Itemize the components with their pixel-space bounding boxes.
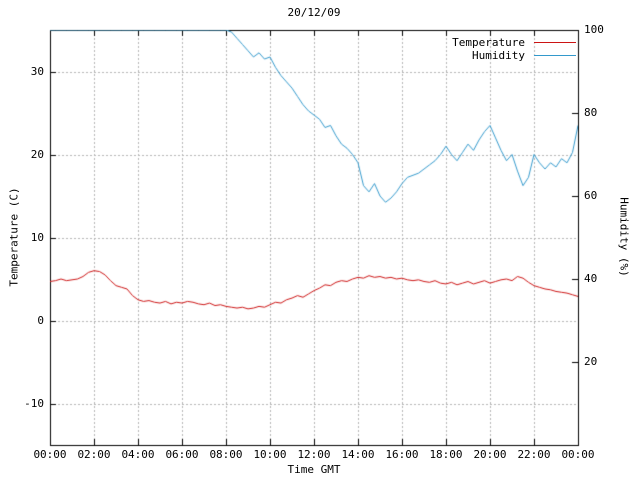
legend-label: Temperature <box>452 36 525 49</box>
legend: Temperature Humidity <box>452 36 576 62</box>
legend-line-swatch <box>534 55 576 56</box>
legend-item: Temperature <box>452 36 576 49</box>
x-tick-label: 22:00 <box>517 448 551 461</box>
x-tick-label: 08:00 <box>209 448 243 461</box>
chart-title: 20/12/09 <box>287 6 341 19</box>
y-tick-label-right: 60 <box>584 189 598 202</box>
x-tick-label: 12:00 <box>297 448 331 461</box>
legend-line-swatch <box>534 42 576 43</box>
y-tick-label-right: 40 <box>584 272 598 285</box>
y-tick-label-right: 100 <box>584 23 604 36</box>
x-tick-label: 02:00 <box>77 448 111 461</box>
legend-item: Humidity <box>452 49 576 62</box>
legend-label: Humidity <box>472 49 525 62</box>
x-axis-label: Time GMT <box>287 463 341 476</box>
x-tick-label: 10:00 <box>253 448 287 461</box>
y-tick-label-left: 10 <box>30 231 44 244</box>
y-axis-label-humidity: Humidity (%) <box>617 197 631 277</box>
x-tick-label: 18:00 <box>429 448 463 461</box>
y-tick-label-left: 30 <box>30 65 44 78</box>
x-tick-label: 16:00 <box>385 448 419 461</box>
y-tick-label-right: 80 <box>584 106 598 119</box>
x-tick-label: 00:00 <box>561 448 595 461</box>
y-tick-label-left: 20 <box>30 148 44 161</box>
x-tick-label: 14:00 <box>341 448 375 461</box>
x-tick-label: 06:00 <box>165 448 199 461</box>
y-tick-label-left: 0 <box>37 314 44 327</box>
x-tick-label: 20:00 <box>473 448 507 461</box>
x-tick-label: 04:00 <box>121 448 155 461</box>
y-tick-label-right: 20 <box>584 355 598 368</box>
y-tick-label-left: -10 <box>24 397 44 410</box>
x-tick-label: 00:00 <box>33 448 67 461</box>
